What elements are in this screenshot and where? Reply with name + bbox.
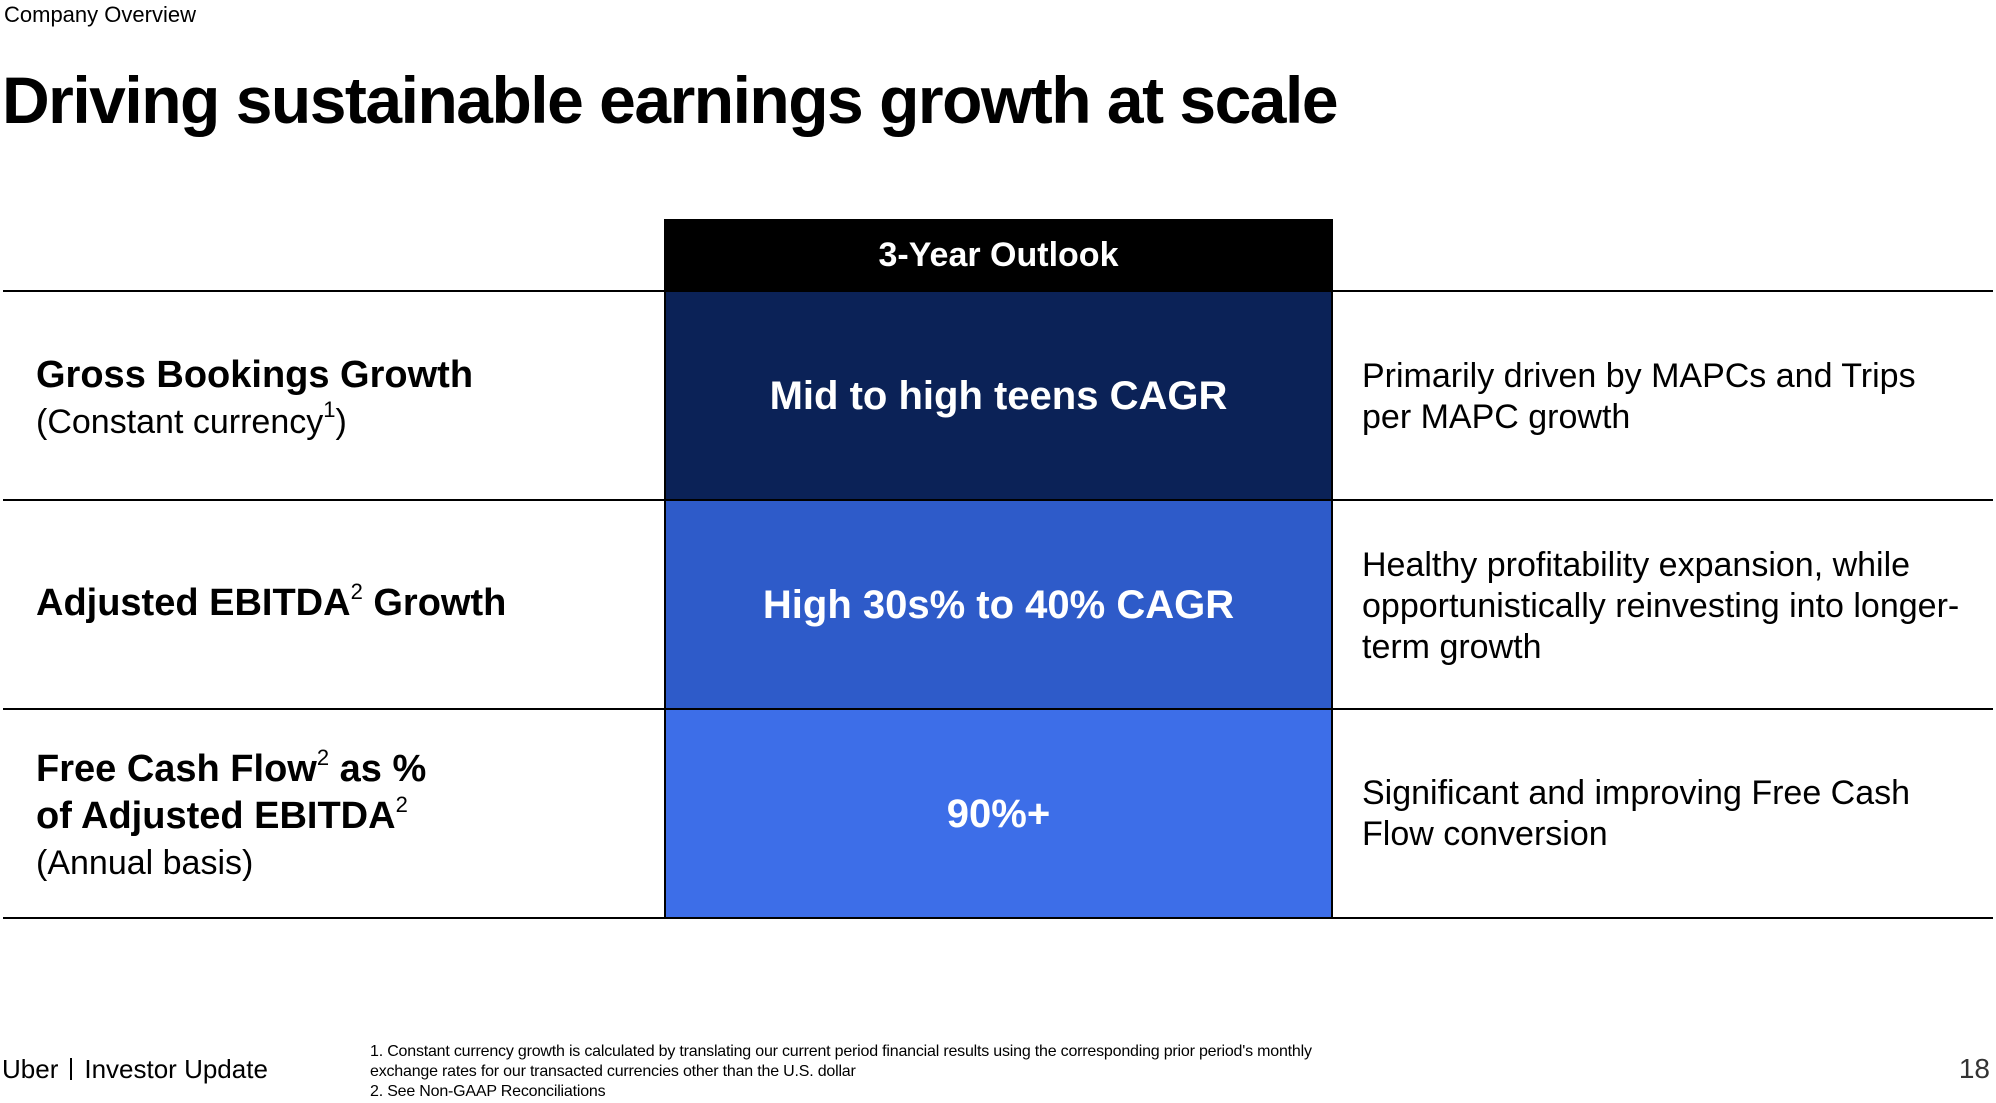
table-divider <box>3 499 1993 501</box>
row-label-title: Adjusted EBITDA2 Growth <box>36 579 507 625</box>
footnote-2: 2. See Non-GAAP Reconciliations <box>370 1083 606 1100</box>
row-label-subtitle: (Constant currency1) <box>36 397 347 442</box>
column-divider <box>1331 219 1333 919</box>
row-label-title: Gross Bookings Growth <box>36 354 474 396</box>
footnotes: 1. Constant currency growth is calculate… <box>370 1042 1330 1102</box>
row-label-gross-bookings: Gross Bookings Growth (Constant currency… <box>36 352 473 446</box>
row-description-adjusted-ebitda: Healthy profitability expansion, while o… <box>1362 546 1960 666</box>
table-divider <box>3 917 1993 919</box>
page-number: 18 <box>1958 1053 1990 1084</box>
row-label-subtitle: (Annual basis) <box>36 844 254 882</box>
column-divider <box>664 219 666 919</box>
row-label-adjusted-ebitda: Adjusted EBITDA2 Growth <box>36 580 506 627</box>
page-title: Driving sustainable earnings growth at s… <box>2 63 1339 137</box>
row-label-title-line2: of Adjusted EBITDA2 <box>36 792 408 838</box>
brand-separator <box>70 1058 73 1080</box>
row-description-free-cash-flow: Significant and improving Free Cash Flow… <box>1362 774 1911 853</box>
table-divider <box>3 708 1993 710</box>
footer-brand: Uber Investor Update <box>2 1052 268 1086</box>
brand-subtitle: Investor Update <box>84 1054 268 1084</box>
table-divider <box>3 290 1993 292</box>
outlook-column-header: 3-Year Outlook <box>665 219 1332 291</box>
outlook-cell-gross-bookings: Mid to high teens CAGR <box>665 292 1332 500</box>
footnote-1: 1. Constant currency growth is calculate… <box>370 1043 1312 1080</box>
section-label: Company Overview <box>4 2 196 27</box>
row-description-gross-bookings: Primarily driven by MAPCs and Trips per … <box>1362 357 1916 436</box>
outlook-cell-free-cash-flow: 90%+ <box>665 710 1332 918</box>
row-label-title: Free Cash Flow2 as % <box>36 745 427 791</box>
outlook-cell-adjusted-ebitda: High 30s% to 40% CAGR <box>665 501 1332 709</box>
row-label-free-cash-flow: Free Cash Flow2 as % of Adjusted EBITDA2… <box>36 746 426 887</box>
brand-logo: Uber <box>2 1054 59 1084</box>
